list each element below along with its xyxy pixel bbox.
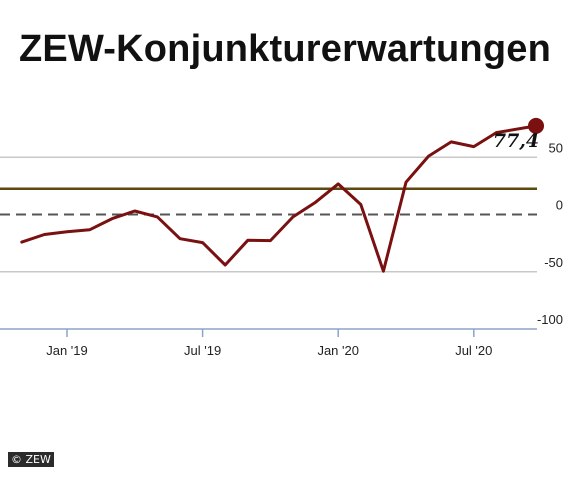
grid-lines [0,156,537,273]
x-tick-label: Jan '20 [317,343,359,358]
series-line [20,131,498,273]
x-tick-label: Jul '19 [184,343,221,358]
series-expectations [20,117,544,273]
x-axis [0,328,537,337]
y-tick-label: -100 [537,312,563,327]
data-labels: 77,4 [493,130,539,152]
x-tick-label: Jan '19 [46,343,88,358]
y-tick-label: -50 [544,255,563,270]
copyright-badge: © ZEW [8,452,54,467]
y-tick-label: 50 [549,140,563,155]
last-value-label: 77,4 [493,130,539,152]
x-tick-label: Jul '20 [455,343,492,358]
y-tick-label: 0 [556,198,563,213]
x-tick-labels: Jan '19 Jul '19 Jan '20 Jul '20 [46,343,492,358]
y-tick-labels: 50 0 -50 -100 [537,140,563,327]
last-value-marker [528,117,544,134]
chart-title: ZEW-Konjunkturerwartungen [19,28,551,70]
